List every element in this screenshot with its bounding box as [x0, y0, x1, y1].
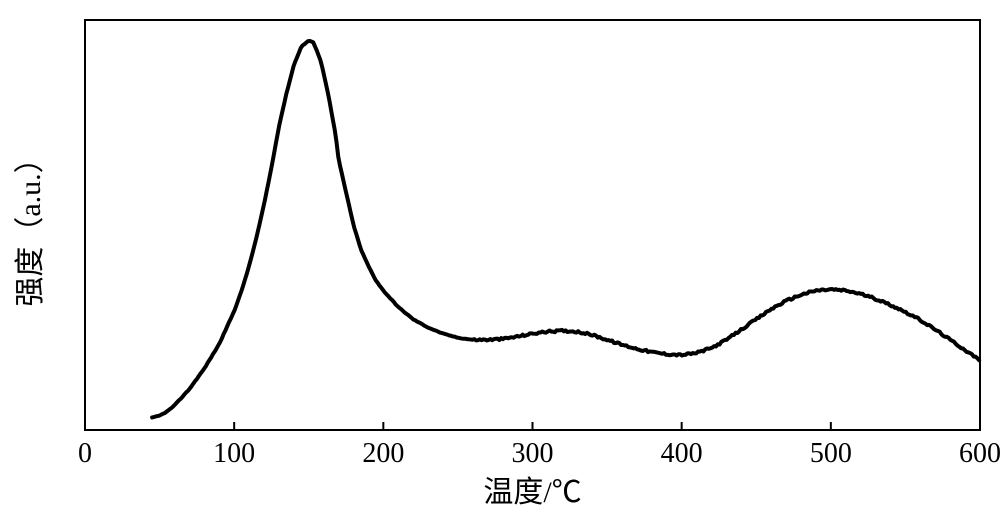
y-axis-label: 强度（a.u.）: [14, 143, 47, 306]
x-axis-tick-labels: 0 100 200 300 400 500 600: [78, 438, 1000, 469]
x-tick-label: 200: [362, 438, 404, 469]
line-chart: 0 100 200 300 400 500 600 温度/℃ 强度（a.u.）: [0, 0, 1000, 517]
x-tick-label: 400: [661, 438, 703, 469]
intensity-curve: [152, 41, 979, 418]
x-tick-label: 600: [959, 438, 1000, 469]
x-tick-label: 500: [810, 438, 852, 469]
x-axis-label: 温度/℃: [483, 476, 581, 509]
plot-border: [85, 20, 980, 430]
x-tick-label: 0: [78, 438, 92, 469]
x-axis-ticks: [85, 422, 980, 430]
x-tick-label: 300: [512, 438, 554, 469]
x-tick-label: 100: [213, 438, 255, 469]
chart-container: 0 100 200 300 400 500 600 温度/℃ 强度（a.u.）: [0, 0, 1000, 517]
